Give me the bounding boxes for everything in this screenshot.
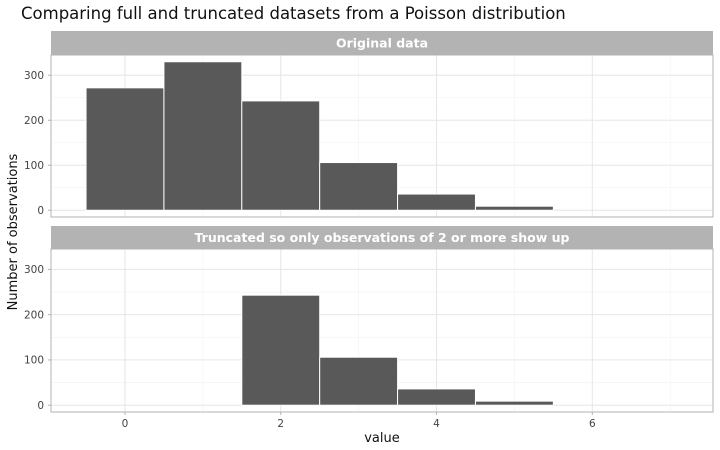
y-tick-label: 0 xyxy=(37,400,44,412)
facet-strip xyxy=(51,226,713,249)
histogram-bar xyxy=(474,205,554,211)
histogram-bar xyxy=(319,356,399,406)
y-tick-label: 100 xyxy=(24,355,44,367)
histogram-bar xyxy=(241,100,321,211)
y-tick-label: 300 xyxy=(24,70,44,82)
facet-panel-1: Original data 0 100 200 300 xyxy=(24,31,714,218)
facet-strip xyxy=(51,31,713,55)
histogram-bar xyxy=(397,388,476,406)
x-axis-title: value xyxy=(364,431,400,446)
chart-title: Comparing full and truncated datasets fr… xyxy=(21,4,566,23)
histogram-bar xyxy=(319,162,399,211)
facet-panel-2: Truncated so only observations of 2 or m… xyxy=(24,226,714,430)
y-tick-label: 200 xyxy=(24,115,44,127)
y-tick-label: 0 xyxy=(37,205,44,217)
x-tick-label: 4 xyxy=(433,418,440,430)
histogram-bar xyxy=(474,400,554,406)
x-tick-label: 0 xyxy=(122,418,129,430)
facet-strip-label: Original data xyxy=(336,36,428,51)
x-tick-label: 2 xyxy=(277,418,284,430)
histogram-bar xyxy=(85,87,165,211)
y-tick-label: 200 xyxy=(24,309,44,321)
y-tick-label: 100 xyxy=(24,160,44,172)
facet-strip-label: Truncated so only observations of 2 or m… xyxy=(195,230,570,245)
histogram-bar xyxy=(163,61,243,211)
y-axis-title: Number of observations xyxy=(6,153,21,310)
y-tick-label: 300 xyxy=(24,264,44,276)
x-tick-label: 6 xyxy=(589,418,596,430)
histogram-bar xyxy=(397,193,476,211)
histogram-bar xyxy=(241,294,321,406)
